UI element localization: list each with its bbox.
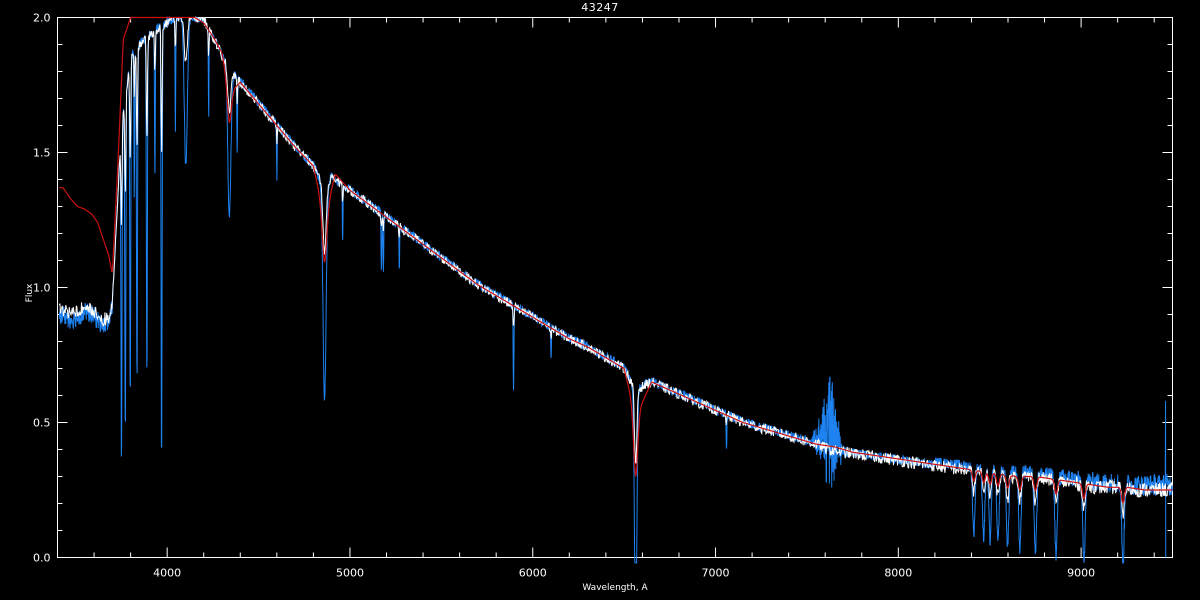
x-tick-label: 6000 [519,567,547,580]
y-tick-label: 0.0 [33,552,51,565]
x-tick-label: 8000 [884,567,912,580]
y-tick-label: 0.5 [33,417,51,430]
series-observed-spectrum [58,15,1173,519]
x-tick-label: 9000 [1067,567,1095,580]
y-tick-label: 1.5 [33,147,51,160]
x-axis-label: Wavelength, A [582,583,648,593]
x-tick-label: 4000 [153,567,181,580]
y-tick-label: 2.0 [33,12,51,25]
axis-tick-labels: 4000 5000 6000 7000 8000 9000 0.0 0.5 1.0 1.5 2.0 [33,12,1095,580]
page-title: 43247 [581,1,619,14]
data-series-group [58,15,1173,564]
y-tick-label: 1.0 [33,282,51,295]
series-model-spectrum-red [59,16,1173,504]
x-tick-label: 7000 [702,567,730,580]
y-axis-label: Flux [25,283,35,302]
x-tick-label: 5000 [336,567,364,580]
